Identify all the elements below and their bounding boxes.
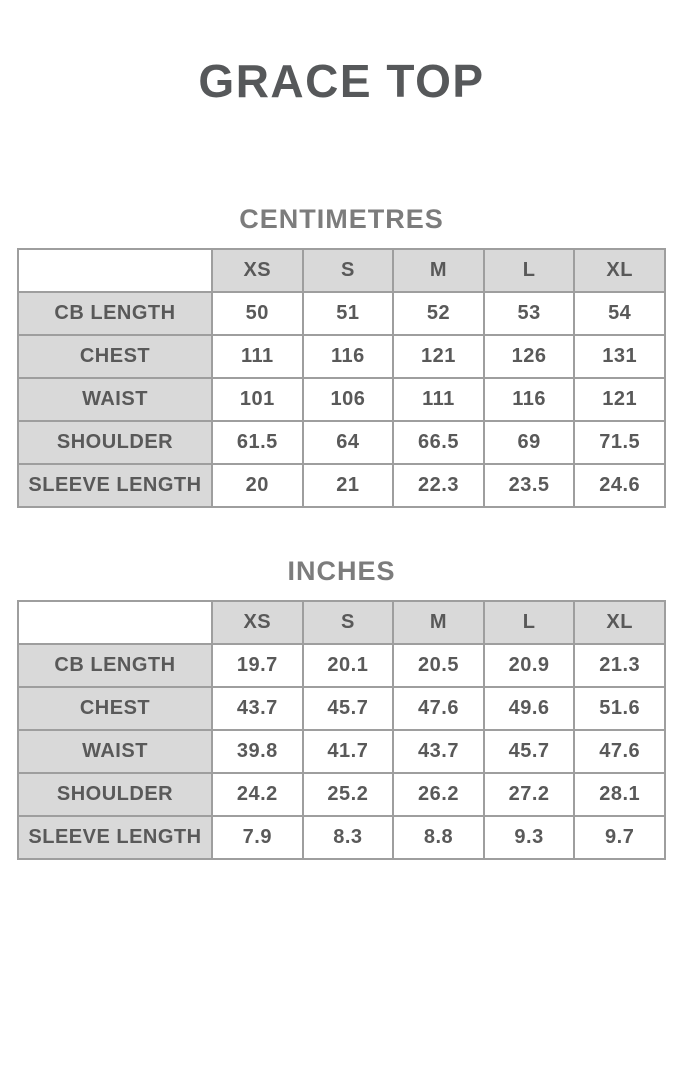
measurement-cell: 9.3 <box>482 815 576 860</box>
measurement-cell: 41.7 <box>301 729 395 774</box>
measurement-cell: 53 <box>482 291 576 336</box>
size-column-header-xl: XL <box>573 248 666 293</box>
row-label: SLEEVE LENGTH <box>17 463 213 508</box>
measurement-cell: 8.8 <box>392 815 485 860</box>
measurement-cell: 22.3 <box>392 463 485 508</box>
measurement-cell: 43.7 <box>392 729 485 774</box>
measurement-cell: 106 <box>301 377 395 422</box>
measurement-cell: 28.1 <box>573 772 666 817</box>
measurement-cell: 20.5 <box>392 643 485 688</box>
table-row-cb-length: CB LENGTH 50 51 52 53 54 <box>17 291 666 336</box>
corner-cell <box>17 600 213 645</box>
row-label: WAIST <box>17 729 213 774</box>
row-label: CHEST <box>17 686 213 731</box>
table-row-shoulder: SHOULDER 24.2 25.2 26.2 27.2 28.1 <box>17 772 666 817</box>
table-row-waist: WAIST 101 106 111 116 121 <box>17 377 666 422</box>
size-column-header-m: M <box>392 600 485 645</box>
measurement-cell: 51.6 <box>573 686 666 731</box>
table-row-sleeve-length: SLEEVE LENGTH 20 21 22.3 23.5 24.6 <box>17 463 666 508</box>
measurement-cell: 52 <box>392 291 485 336</box>
table-row-shoulder: SHOULDER 61.5 64 66.5 69 71.5 <box>17 420 666 465</box>
measurement-cell: 7.9 <box>211 815 304 860</box>
measurement-cell: 111 <box>211 334 304 379</box>
measurement-cell: 20.1 <box>301 643 395 688</box>
measurement-cell: 121 <box>392 334 485 379</box>
measurement-cell: 26.2 <box>392 772 485 817</box>
section-heading-centimetres: CENTIMETRES <box>239 204 444 234</box>
measurement-cell: 69 <box>482 420 576 465</box>
table-row-chest: CHEST 43.7 45.7 47.6 49.6 51.6 <box>17 686 666 731</box>
measurement-cell: 116 <box>482 377 576 422</box>
measurement-cell: 121 <box>573 377 666 422</box>
size-column-header-s: S <box>301 600 395 645</box>
measurement-cell: 54 <box>573 291 666 336</box>
measurement-cell: 116 <box>301 334 395 379</box>
measurement-cell: 20.9 <box>482 643 576 688</box>
measurement-cell: 43.7 <box>211 686 304 731</box>
measurement-cell: 71.5 <box>573 420 666 465</box>
measurement-cell: 19.7 <box>211 643 304 688</box>
size-column-header-xl: XL <box>573 600 666 645</box>
measurement-cell: 51 <box>301 291 395 336</box>
measurement-cell: 47.6 <box>392 686 485 731</box>
measurement-cell: 64 <box>301 420 395 465</box>
measurement-cell: 45.7 <box>301 686 395 731</box>
size-header-row: XS S M L XL <box>17 600 666 645</box>
table-row-sleeve-length: SLEEVE LENGTH 7.9 8.3 8.8 9.3 9.7 <box>17 815 666 860</box>
size-header-row: XS S M L XL <box>17 248 666 293</box>
row-label: CB LENGTH <box>17 643 213 688</box>
measurement-cell: 20 <box>211 463 304 508</box>
size-table-inches: XS S M L XL CB LENGTH 19.7 20.1 20.5 20.… <box>17 600 666 860</box>
measurement-cell: 21 <box>301 463 395 508</box>
measurement-cell: 111 <box>392 377 485 422</box>
measurement-cell: 39.8 <box>211 729 304 774</box>
measurement-cell: 8.3 <box>301 815 395 860</box>
measurement-cell: 50 <box>211 291 304 336</box>
measurement-cell: 27.2 <box>482 772 576 817</box>
measurement-cell: 24.2 <box>211 772 304 817</box>
row-label: SHOULDER <box>17 420 213 465</box>
measurement-cell: 9.7 <box>573 815 666 860</box>
measurement-cell: 61.5 <box>211 420 304 465</box>
measurement-cell: 24.6 <box>573 463 666 508</box>
row-label: CB LENGTH <box>17 291 213 336</box>
section-heading-inches: INCHES <box>287 556 396 586</box>
measurement-cell: 131 <box>573 334 666 379</box>
measurement-cell: 21.3 <box>573 643 666 688</box>
measurement-cell: 49.6 <box>482 686 576 731</box>
measurement-cell: 23.5 <box>482 463 576 508</box>
page-title: GRACE TOP <box>198 55 485 107</box>
measurement-cell: 25.2 <box>301 772 395 817</box>
table-row-chest: CHEST 111 116 121 126 131 <box>17 334 666 379</box>
table-row-cb-length: CB LENGTH 19.7 20.1 20.5 20.9 21.3 <box>17 643 666 688</box>
measurement-cell: 47.6 <box>573 729 666 774</box>
size-column-header-xs: XS <box>211 600 304 645</box>
measurement-cell: 66.5 <box>392 420 485 465</box>
row-label: SHOULDER <box>17 772 213 817</box>
measurement-cell: 45.7 <box>482 729 576 774</box>
size-column-header-l: L <box>482 600 576 645</box>
row-label: WAIST <box>17 377 213 422</box>
measurement-cell: 101 <box>211 377 304 422</box>
size-column-header-s: S <box>301 248 395 293</box>
size-table-centimetres: XS S M L XL CB LENGTH 50 51 52 53 54 CHE… <box>17 248 666 508</box>
size-column-header-l: L <box>482 248 576 293</box>
row-label: CHEST <box>17 334 213 379</box>
size-column-header-xs: XS <box>211 248 304 293</box>
table-row-waist: WAIST 39.8 41.7 43.7 45.7 47.6 <box>17 729 666 774</box>
size-column-header-m: M <box>392 248 485 293</box>
row-label: SLEEVE LENGTH <box>17 815 213 860</box>
corner-cell <box>17 248 213 293</box>
measurement-cell: 126 <box>482 334 576 379</box>
